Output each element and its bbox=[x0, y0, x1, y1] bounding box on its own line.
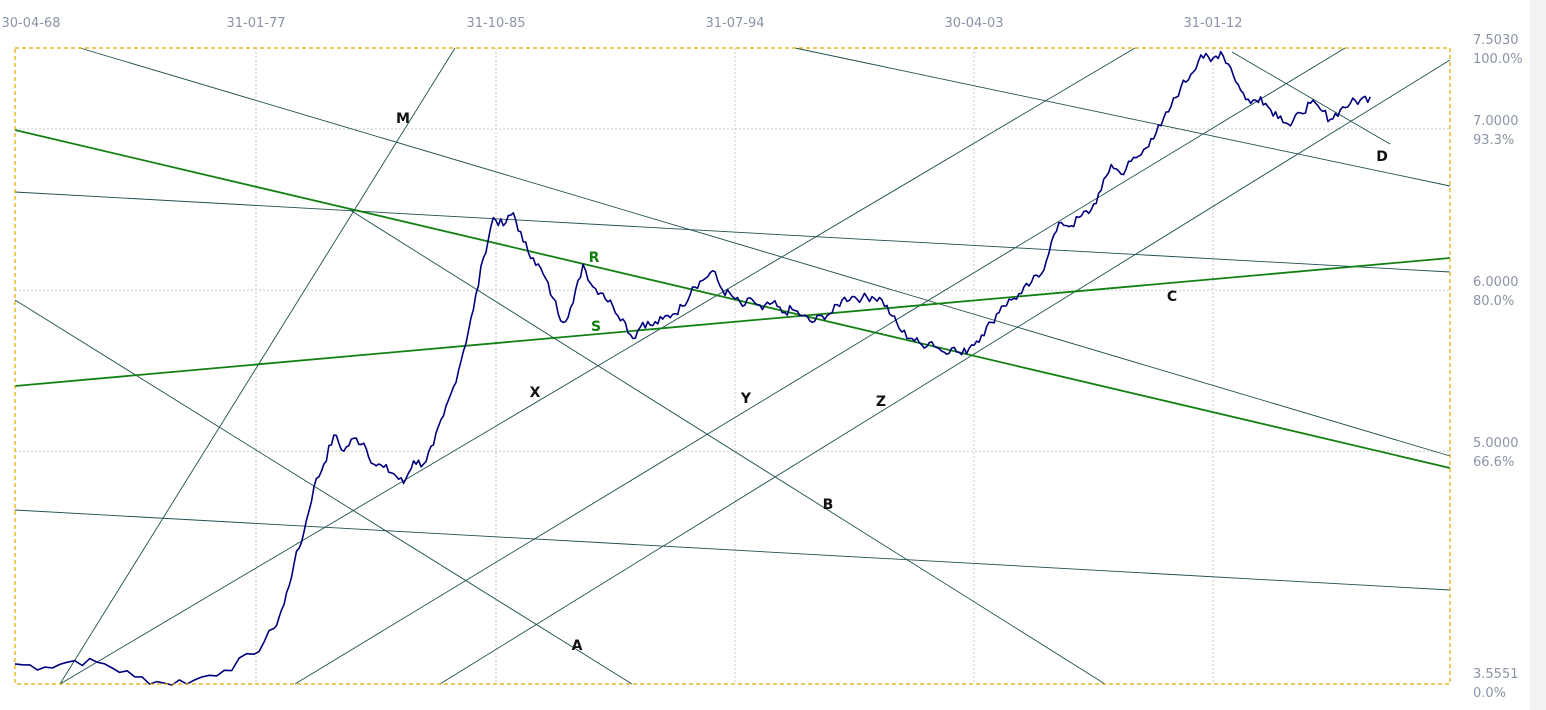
guide-line bbox=[14, 191, 1451, 273]
annotation-label: R bbox=[589, 250, 600, 266]
y-value-label: 3.5551 bbox=[1473, 667, 1519, 682]
x-tick-label: 31-01-12 bbox=[1183, 16, 1242, 31]
plot-frame bbox=[14, 47, 1451, 685]
annotation-label: M bbox=[396, 111, 410, 127]
annotation-label: Y bbox=[740, 391, 752, 407]
x-tick-label: 30-04-68 bbox=[1, 16, 60, 31]
annotation-label: A bbox=[572, 638, 583, 654]
guide-line bbox=[1231, 51, 1391, 145]
annotation-label: D bbox=[1376, 149, 1388, 165]
guide-line bbox=[14, 509, 1451, 591]
annotation-label: X bbox=[530, 385, 541, 401]
guide-line bbox=[14, 299, 633, 685]
guide-line bbox=[79, 47, 1451, 457]
annotation-label: Z bbox=[876, 394, 886, 410]
annotation-label: B bbox=[823, 497, 834, 513]
y-percent-label: 93.3% bbox=[1473, 133, 1514, 148]
guide-line bbox=[349, 209, 1106, 685]
x-tick-label: 31-01-77 bbox=[226, 16, 285, 31]
y-percent-label: 100.0% bbox=[1473, 52, 1523, 67]
y-value-label: 7.0000 bbox=[1473, 114, 1519, 129]
right-scroll-strip[interactable] bbox=[1530, 0, 1546, 710]
y-percent-label: 66.6% bbox=[1473, 455, 1514, 470]
trend-line-green bbox=[14, 257, 1451, 387]
y-value-label: 7.5030 bbox=[1473, 33, 1519, 48]
guide-line bbox=[59, 47, 1136, 685]
x-tick-label: 30-04-03 bbox=[944, 16, 1003, 31]
guide-line bbox=[794, 47, 1451, 187]
y-percent-label: 80.0% bbox=[1473, 294, 1514, 309]
x-tick-label: 31-10-85 bbox=[466, 16, 525, 31]
guide-line bbox=[439, 59, 1451, 685]
y-value-label: 6.0000 bbox=[1473, 275, 1519, 290]
x-tick-label: 31-07-94 bbox=[705, 16, 764, 31]
y-value-label: 5.0000 bbox=[1473, 436, 1519, 451]
trend-line-green bbox=[14, 129, 1451, 469]
price-line bbox=[14, 50, 1372, 686]
y-percent-label: 0.0% bbox=[1473, 686, 1506, 701]
guide-line bbox=[59, 47, 456, 685]
guide-line bbox=[294, 47, 1346, 685]
annotation-label: S bbox=[591, 319, 601, 335]
annotation-label: C bbox=[1167, 289, 1177, 305]
